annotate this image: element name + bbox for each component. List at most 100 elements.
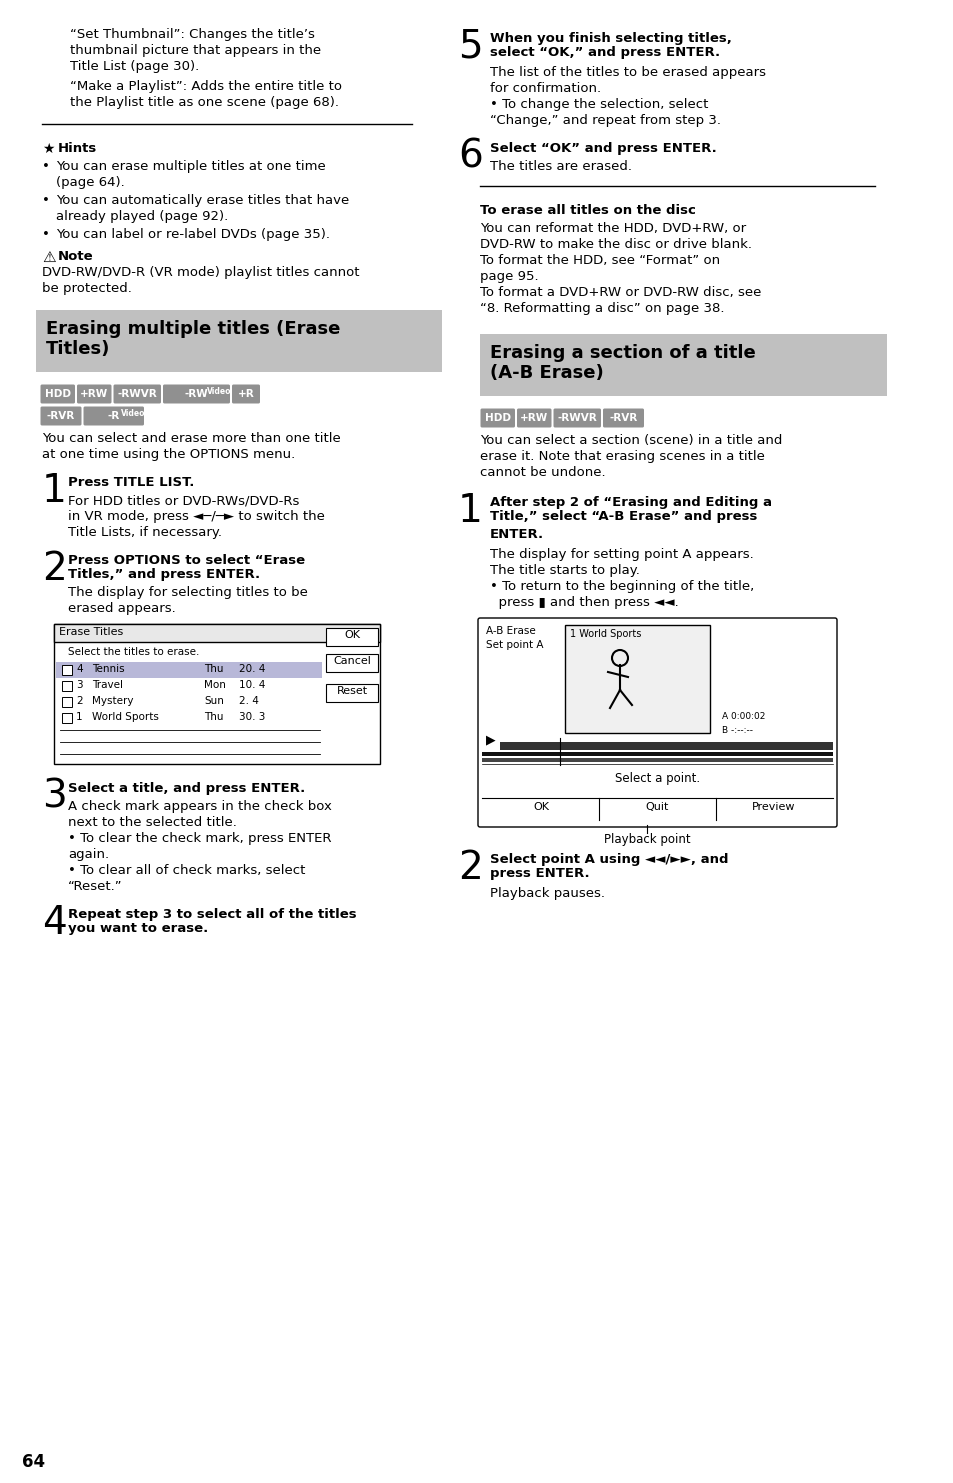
Text: Title Lists, if necessary.: Title Lists, if necessary. (68, 526, 222, 538)
Text: Cancel: Cancel (333, 655, 371, 666)
Text: you want to erase.: you want to erase. (68, 922, 208, 934)
Text: thumbnail picture that appears in the: thumbnail picture that appears in the (70, 44, 321, 56)
Bar (62, 713, 71, 724)
Text: 1: 1 (457, 492, 482, 529)
Text: “Reset.”: “Reset.” (68, 879, 123, 893)
Text: Press OPTIONS to select “Erase: Press OPTIONS to select “Erase (68, 555, 305, 567)
Text: 20. 4: 20. 4 (239, 664, 265, 673)
Text: Preview: Preview (751, 802, 795, 813)
Text: Select “OK” and press ENTER.: Select “OK” and press ENTER. (490, 142, 716, 156)
Text: Titles): Titles) (46, 340, 111, 359)
Text: “Change,” and repeat from step 3.: “Change,” and repeat from step 3. (490, 114, 720, 128)
Text: •: • (42, 194, 50, 208)
Text: A check mark appears in the check box: A check mark appears in the check box (68, 799, 332, 813)
Bar (54, 624, 379, 764)
Text: Note: Note (58, 251, 93, 262)
Text: When you finish selecting titles,: When you finish selecting titles, (490, 33, 731, 44)
Text: “8. Reformatting a disc” on page 38.: “8. Reformatting a disc” on page 38. (479, 303, 723, 314)
Text: 30. 3: 30. 3 (239, 712, 265, 722)
Text: The titles are erased.: The titles are erased. (490, 160, 631, 174)
Text: 4: 4 (76, 664, 83, 673)
Text: press ▮ and then press ◄◄.: press ▮ and then press ◄◄. (490, 596, 678, 610)
Text: 2. 4: 2. 4 (239, 696, 258, 706)
Text: for confirmation.: for confirmation. (490, 82, 600, 95)
Text: To format a DVD+RW or DVD-RW disc, see: To format a DVD+RW or DVD-RW disc, see (479, 286, 760, 300)
Text: •: • (42, 160, 50, 174)
Bar (326, 684, 377, 701)
Text: Video: Video (207, 387, 232, 396)
Text: 3: 3 (42, 779, 67, 816)
Text: 4: 4 (42, 905, 67, 942)
Bar (326, 654, 377, 672)
Text: +R: +R (237, 389, 254, 399)
Text: -RVR: -RVR (47, 411, 75, 421)
FancyBboxPatch shape (40, 384, 75, 403)
Text: DVD-RW/DVD-R (VR mode) playlist titles cannot: DVD-RW/DVD-R (VR mode) playlist titles c… (42, 265, 359, 279)
Text: next to the selected title.: next to the selected title. (68, 816, 236, 829)
FancyBboxPatch shape (113, 384, 161, 403)
Text: To erase all titles on the disc: To erase all titles on the disc (479, 205, 695, 217)
Bar (564, 624, 709, 733)
Text: HDD: HDD (45, 389, 71, 399)
Text: “Make a Playlist”: Adds the entire title to: “Make a Playlist”: Adds the entire title… (70, 80, 341, 93)
Bar (62, 664, 71, 675)
Text: For HDD titles or DVD-RWs/DVD-Rs: For HDD titles or DVD-RWs/DVD-Rs (68, 494, 299, 507)
Text: Tennis: Tennis (91, 664, 125, 673)
FancyBboxPatch shape (517, 408, 551, 427)
FancyBboxPatch shape (163, 384, 230, 403)
Text: Erasing multiple titles (Erase: Erasing multiple titles (Erase (46, 320, 340, 338)
Text: Sun: Sun (204, 696, 224, 706)
Text: (A-B Erase): (A-B Erase) (490, 365, 603, 383)
Text: •: • (42, 228, 50, 242)
Text: Mon: Mon (204, 681, 226, 690)
Text: After step 2 of “Erasing and Editing a: After step 2 of “Erasing and Editing a (490, 495, 771, 509)
Text: Erase Titles: Erase Titles (59, 627, 123, 638)
Text: 3: 3 (76, 681, 83, 690)
Text: Thu: Thu (204, 664, 223, 673)
Bar (479, 334, 886, 396)
Text: Mystery: Mystery (91, 696, 133, 706)
Text: Quit: Quit (645, 802, 668, 813)
Text: Set point A: Set point A (485, 641, 543, 650)
Text: The title starts to play.: The title starts to play. (490, 564, 639, 577)
Text: be protected.: be protected. (42, 282, 132, 295)
Bar (56, 661, 322, 678)
Text: press ENTER.: press ENTER. (490, 868, 589, 879)
Text: OK: OK (344, 630, 359, 641)
Bar (54, 624, 379, 642)
Text: cannot be undone.: cannot be undone. (479, 466, 605, 479)
Text: Playback pauses.: Playback pauses. (490, 887, 604, 900)
Text: Playback point: Playback point (603, 833, 690, 845)
Text: already played (page 92).: already played (page 92). (56, 211, 228, 222)
Bar (62, 681, 71, 691)
Text: -R: -R (108, 411, 120, 421)
Text: Press TITLE LIST.: Press TITLE LIST. (68, 476, 194, 489)
Text: Title,” select “A-B Erase” and press: Title,” select “A-B Erase” and press (490, 510, 757, 523)
Text: You can reformat the HDD, DVD+RW, or: You can reformat the HDD, DVD+RW, or (479, 222, 745, 234)
Text: ▶: ▶ (485, 733, 496, 746)
Text: Title List (page 30).: Title List (page 30). (70, 59, 199, 73)
Text: You can erase multiple titles at one time: You can erase multiple titles at one tim… (56, 160, 325, 174)
FancyBboxPatch shape (84, 406, 144, 426)
Bar (36, 310, 441, 372)
Text: OK: OK (533, 802, 549, 813)
Text: Titles,” and press ENTER.: Titles,” and press ENTER. (68, 568, 260, 581)
Text: +RW: +RW (80, 389, 109, 399)
Text: The list of the titles to be erased appears: The list of the titles to be erased appe… (490, 67, 765, 79)
Text: B -:--:--: B -:--:-- (721, 727, 752, 736)
Text: • To clear all of check marks, select: • To clear all of check marks, select (68, 865, 305, 876)
Text: Erasing a section of a title: Erasing a section of a title (490, 344, 755, 362)
Text: at one time using the OPTIONS menu.: at one time using the OPTIONS menu. (42, 448, 294, 461)
Text: -RWVR: -RWVR (557, 412, 597, 423)
Text: 2: 2 (42, 550, 67, 587)
Bar (481, 752, 832, 756)
FancyBboxPatch shape (480, 408, 515, 427)
Bar (481, 742, 499, 750)
Text: the Playlist title as one scene (page 68).: the Playlist title as one scene (page 68… (70, 96, 338, 108)
Text: in VR mode, press ◄─/─► to switch the: in VR mode, press ◄─/─► to switch the (68, 510, 325, 523)
Text: Repeat step 3 to select all of the titles: Repeat step 3 to select all of the title… (68, 908, 356, 921)
Text: 2: 2 (76, 696, 83, 706)
Bar (481, 764, 832, 796)
Text: • To change the selection, select: • To change the selection, select (490, 98, 708, 111)
Text: +RW: +RW (519, 412, 548, 423)
